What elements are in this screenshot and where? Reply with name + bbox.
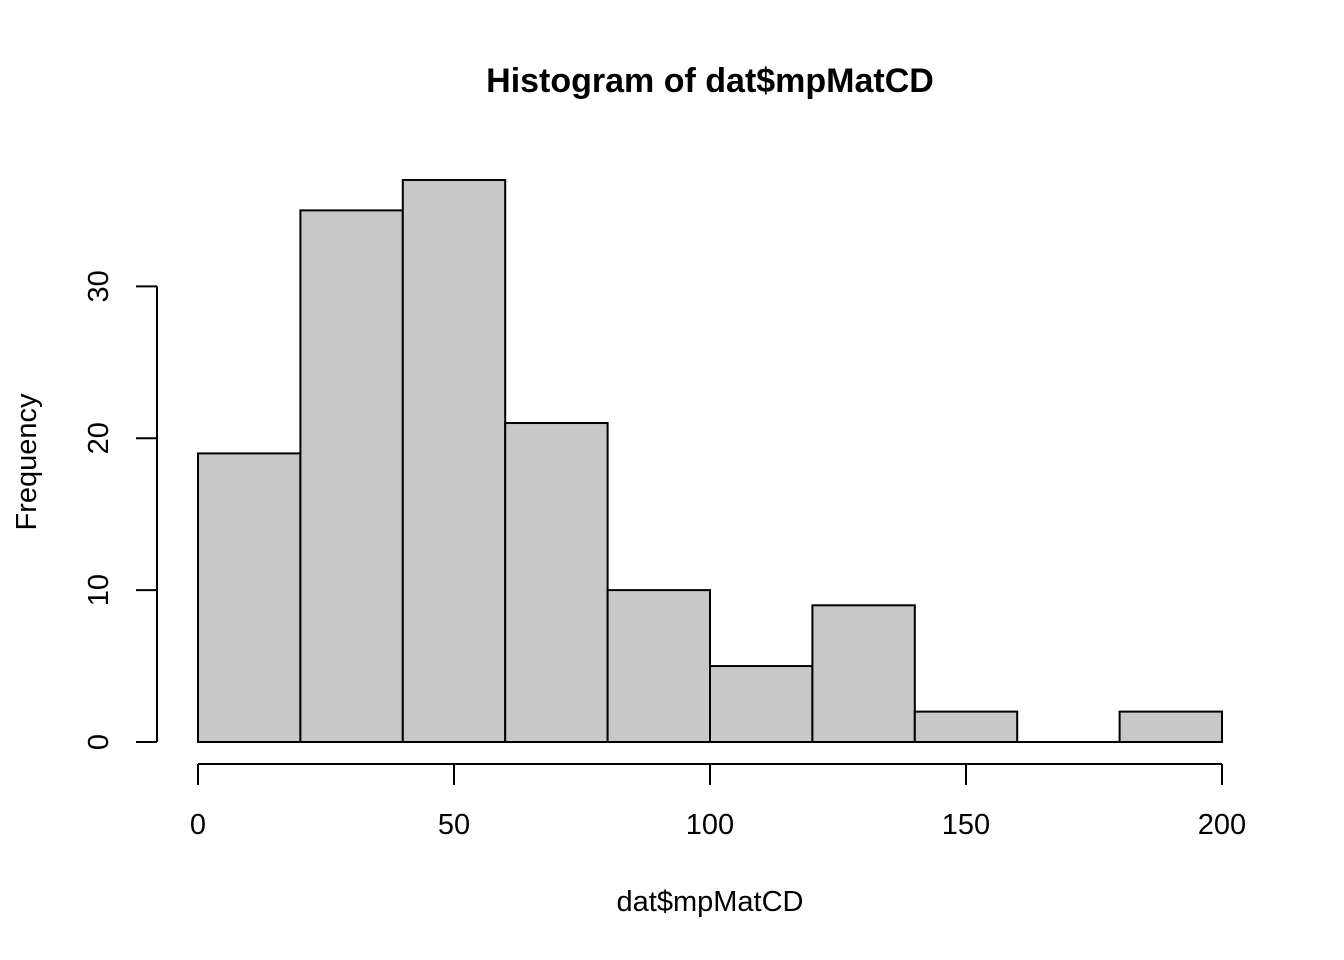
histogram-bar-6	[811, 604, 916, 743]
x-axis: 0 50 100 150 200	[190, 763, 1246, 841]
histogram-bar-0	[197, 452, 302, 743]
y-tick-label-10: 10	[83, 574, 115, 606]
y-tick-label-20: 20	[83, 422, 115, 454]
histogram-bar-2	[401, 179, 507, 743]
x-tick-label-150: 150	[942, 809, 990, 841]
histogram-bar-9	[1118, 710, 1223, 744]
histogram-bar-5	[709, 665, 814, 744]
x-tick-label-50: 50	[438, 809, 470, 841]
y-axis: 0 10 20 30	[83, 270, 158, 750]
x-tick-label-0: 0	[190, 809, 206, 841]
x-axis-label: dat$mpMatCD	[617, 886, 804, 918]
y-tick-label-30: 30	[83, 270, 115, 302]
y-axis-label: Frequency	[11, 393, 43, 531]
histogram-bars	[197, 179, 1223, 744]
chart-title: Histogram of dat$mpMatCD	[486, 62, 934, 100]
x-tick-label-200: 200	[1198, 809, 1246, 841]
histogram-bar-3	[504, 422, 609, 743]
x-tick-label-100: 100	[686, 809, 734, 841]
histogram-bar-7	[913, 710, 1019, 744]
histogram-bar-4	[606, 589, 711, 743]
histogram-bar-1	[299, 209, 404, 744]
y-tick-label-0: 0	[83, 734, 115, 750]
